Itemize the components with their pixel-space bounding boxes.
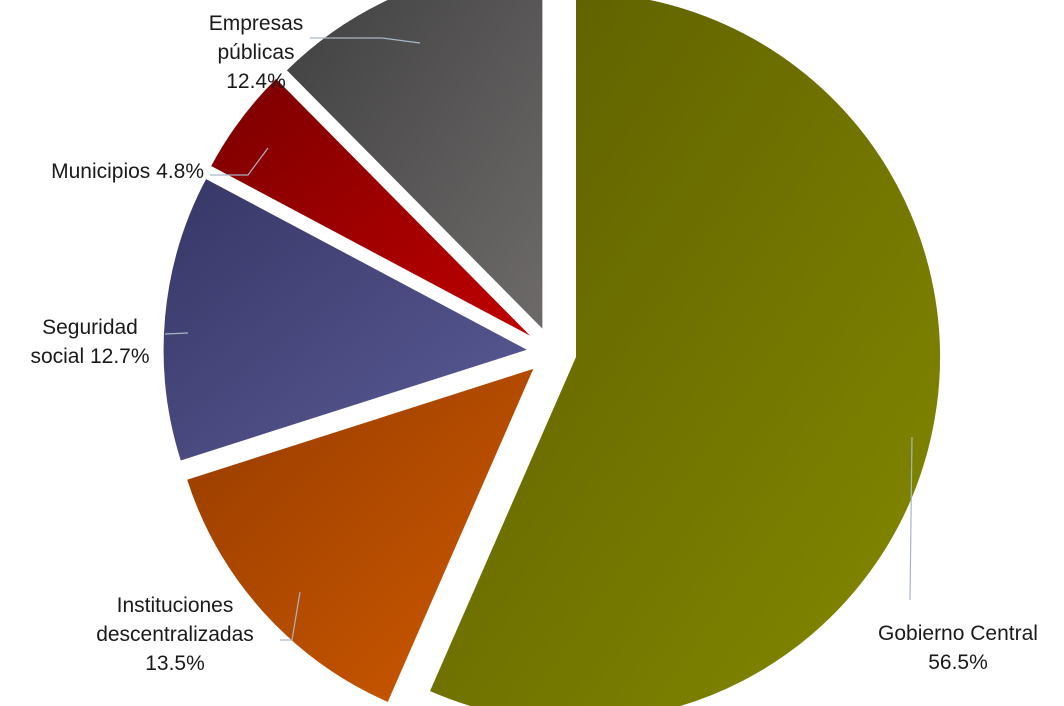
pie-slices <box>162 0 941 706</box>
pie-slice-empresas <box>285 0 544 332</box>
slice-label-seguridad: Seguridad social 12.7% <box>30 316 149 368</box>
slice-label-line: 13.5% <box>145 652 205 675</box>
slice-label-line: 12.4% <box>226 70 286 93</box>
pie-slice-instituciones <box>185 367 536 704</box>
slice-label-municipios: Municipios 4.8% <box>51 160 204 183</box>
slice-label-line: Seguridad <box>42 316 138 339</box>
pie-slice-gobierno <box>428 0 941 706</box>
slice-labels: Gobierno Central 56.5% Instituciones descen… <box>30 12 1038 675</box>
slice-label-line: públicas <box>217 41 294 64</box>
pie-slice-municipios <box>209 77 534 339</box>
slice-label-line: 56.5% <box>928 651 988 674</box>
leader-lines <box>164 37 913 641</box>
leader-line-gobierno <box>909 436 913 601</box>
leader-line-empresas <box>310 37 421 44</box>
leader-line-instituciones <box>280 591 301 641</box>
slice-label-line: Gobierno Central <box>878 622 1038 645</box>
leader-line-seguridad <box>164 332 189 335</box>
slice-label-line: Empresas <box>209 12 304 35</box>
pie-slice-seguridad <box>162 177 530 462</box>
slice-label-line: Municipios 4.8% <box>51 160 204 183</box>
slice-label-line: Instituciones <box>117 594 234 617</box>
slice-label-empresas: Empresas públicas 12.4% <box>209 12 304 93</box>
slice-label-gobierno: Gobierno Central 56.5% <box>878 622 1038 674</box>
slice-label-instituciones: Instituciones descentralizadas 13.5% <box>96 594 254 675</box>
leader-line-municipios <box>210 147 269 176</box>
slice-label-line: descentralizadas <box>96 623 254 646</box>
slice-label-line: social 12.7% <box>30 345 149 368</box>
